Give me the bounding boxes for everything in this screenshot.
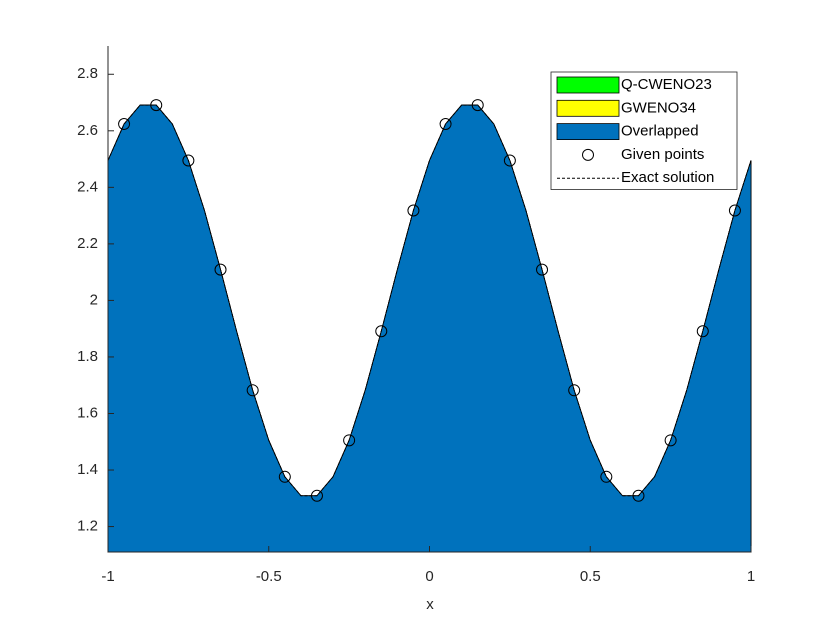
marker bbox=[375, 325, 388, 338]
marker bbox=[728, 204, 741, 217]
marker bbox=[343, 434, 356, 447]
legend-label: Overlapped bbox=[621, 123, 699, 140]
legend: Q-CWENO23 GWENO34 Overlapped Given points Ex… bbox=[550, 71, 738, 190]
marker bbox=[246, 384, 259, 397]
legend-label: GWENO34 bbox=[621, 99, 696, 116]
legend-label: Given points bbox=[621, 146, 704, 163]
x-tick-label: -1 bbox=[101, 568, 114, 585]
x-axis-label: x bbox=[426, 596, 434, 613]
marker bbox=[632, 489, 645, 502]
x-tick-label: 0.5 bbox=[580, 568, 601, 585]
y-tick-label: 2.4 bbox=[77, 178, 98, 195]
y-tick-label: 1.2 bbox=[77, 518, 98, 535]
y-tick-label: 2 bbox=[90, 291, 98, 308]
marker bbox=[471, 99, 484, 112]
y-tick-label: 2.2 bbox=[77, 235, 98, 252]
axes: -1 -0.5 0 0.5 1 1.2 1.4 1.6 1.8 2 2.2 2.4 2.6 2.8 bbox=[77, 46, 755, 585]
marker bbox=[696, 325, 709, 338]
legend-swatch bbox=[582, 148, 594, 161]
marker bbox=[214, 263, 227, 276]
legend-label: Exact solution bbox=[621, 169, 714, 186]
x-tick-label: -0.5 bbox=[256, 568, 282, 585]
marker bbox=[407, 204, 420, 217]
y-tick-label: 2.6 bbox=[77, 122, 98, 139]
y-tick-label: 1.4 bbox=[77, 461, 98, 478]
marker bbox=[118, 118, 131, 131]
y-tick-label: 2.8 bbox=[77, 65, 98, 82]
legend-label: Q-CWENO23 bbox=[621, 76, 712, 93]
marker bbox=[278, 470, 291, 483]
marker bbox=[536, 263, 549, 276]
marker bbox=[150, 99, 163, 112]
legend-swatch bbox=[556, 76, 620, 94]
marker bbox=[439, 118, 452, 131]
legend-swatch bbox=[556, 99, 620, 117]
plot-area bbox=[107, 99, 752, 553]
marker bbox=[182, 154, 195, 167]
y-tick-label: 1.8 bbox=[77, 348, 98, 365]
marker bbox=[600, 470, 613, 483]
marker bbox=[568, 384, 581, 397]
marker bbox=[664, 434, 677, 447]
x-tick-label: 1 bbox=[747, 568, 755, 585]
x-tick-label: 0 bbox=[425, 568, 433, 585]
marker bbox=[503, 154, 516, 167]
area bbox=[107, 104, 752, 553]
y-tick-label: 1.6 bbox=[77, 404, 98, 421]
legend-swatch bbox=[556, 123, 620, 140]
marker bbox=[310, 489, 323, 502]
